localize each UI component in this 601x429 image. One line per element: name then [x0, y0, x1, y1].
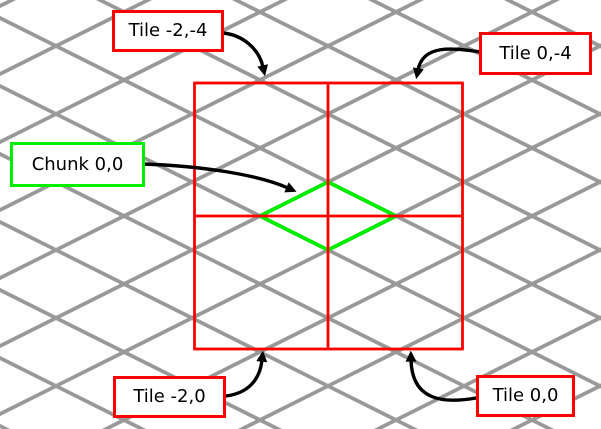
- callout-tile-m2-m4: Tile -2,-4: [112, 10, 224, 52]
- arrow-tile-0-m4: [412, 47, 483, 80]
- arrow-tile-0-0: [405, 350, 478, 402]
- callout-tile-m2-0: Tile -2,0: [113, 376, 226, 418]
- arrow-chunk-0-0: [141, 162, 297, 193]
- callout-arrows: [141, 31, 483, 402]
- callout-tile-0-0: Tile 0,0: [476, 375, 575, 417]
- grid-line: [0, 287, 283, 429]
- callout-tile-0-m4: Tile 0,-4: [479, 32, 592, 75]
- grid-line: [0, 0, 289, 145]
- grid-line: [95, 0, 601, 253]
- tile-boundaries: [193, 81, 464, 351]
- arrow-tile-m2-m4: [221, 31, 269, 77]
- grid-line: [373, 315, 601, 429]
- grid-line: [0, 0, 153, 77]
- grid-line: [0, 15, 601, 321]
- grid-line: [0, 423, 11, 429]
- grid-line: [0, 0, 561, 281]
- grid-line: [0, 111, 601, 417]
- grid-line: [0, 355, 147, 429]
- grid-line: [101, 179, 601, 429]
- callout-chunk-0-0: Chunk 0,0: [10, 142, 145, 187]
- grid-line: [0, 219, 419, 429]
- grid-line: [231, 0, 601, 185]
- grid-line: [237, 247, 601, 429]
- arrow-tile-m2-0: [224, 350, 268, 398]
